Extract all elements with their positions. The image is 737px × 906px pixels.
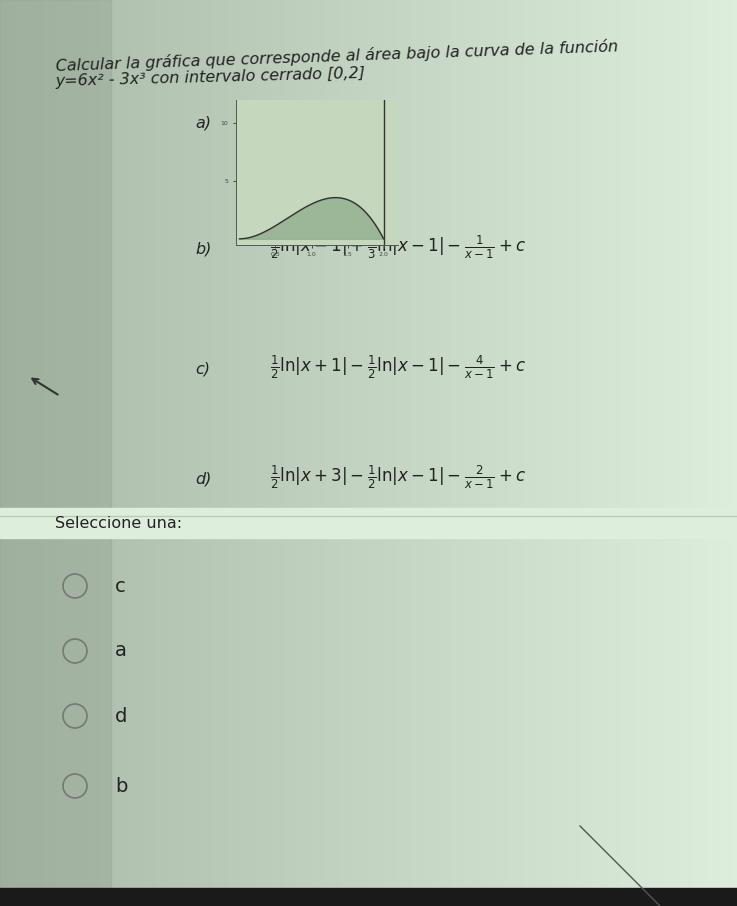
Text: b: b — [115, 776, 128, 795]
Text: $\frac{1}{2}\ln|x+1| - \frac{1}{2}\ln|x-1| - \frac{4}{x-1} + c$: $\frac{1}{2}\ln|x+1| - \frac{1}{2}\ln|x-… — [270, 354, 526, 381]
Bar — [0, 888, 737, 906]
Text: $\frac{1}{2}\ln|x+3| - \frac{1}{2}\ln|x-1| - \frac{2}{x-1} + c$: $\frac{1}{2}\ln|x+3| - \frac{1}{2}\ln|x-… — [270, 464, 526, 491]
Text: a: a — [115, 641, 127, 660]
Text: d): d) — [195, 471, 212, 486]
Text: d: d — [115, 707, 128, 726]
Text: $\frac{1}{2}\ln|x-1| + \frac{1}{3}\ln|x-1| - \frac{1}{x-1} + c$: $\frac{1}{2}\ln|x-1| + \frac{1}{3}\ln|x-… — [270, 234, 526, 262]
Text: c: c — [115, 576, 126, 595]
Text: a): a) — [195, 116, 211, 131]
Text: b): b) — [195, 241, 212, 256]
Text: Calcular la gráfica que corresponde al área bajo la curva de la función: Calcular la gráfica que corresponde al á… — [55, 38, 618, 73]
Text: y=6x² - 3x³ con intervalo cerrado [0,2]: y=6x² - 3x³ con intervalo cerrado [0,2] — [55, 66, 366, 89]
Bar — [0, 508, 737, 538]
Text: c): c) — [195, 361, 210, 376]
Text: Seleccione una:: Seleccione una: — [55, 516, 182, 531]
